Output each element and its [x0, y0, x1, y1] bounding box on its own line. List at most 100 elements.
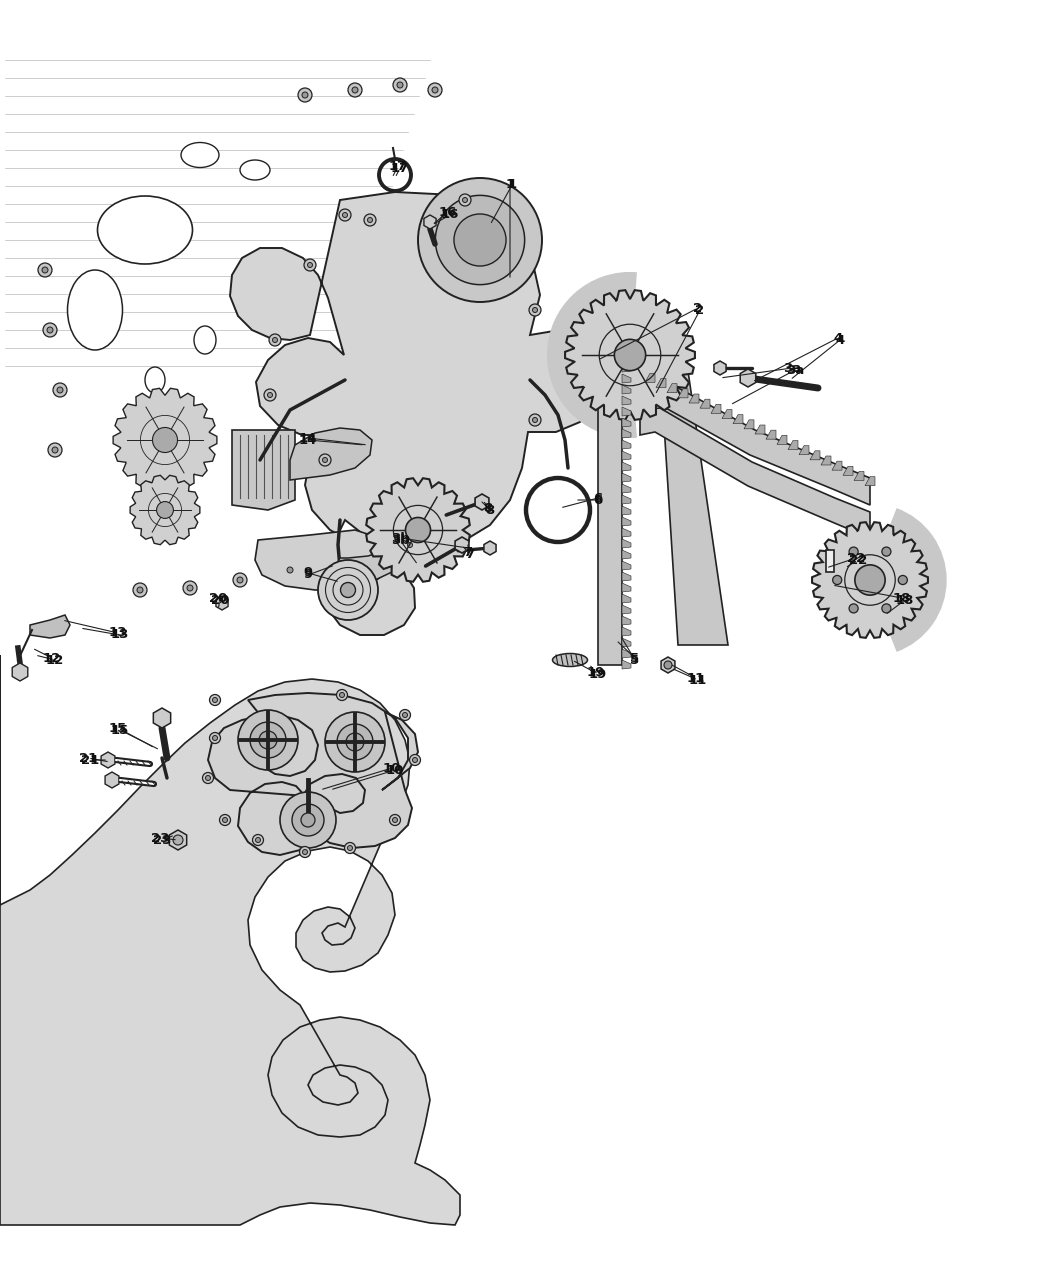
- Circle shape: [136, 586, 143, 593]
- Text: 10: 10: [385, 764, 404, 776]
- Polygon shape: [832, 462, 842, 470]
- Polygon shape: [622, 397, 631, 405]
- Polygon shape: [208, 694, 418, 856]
- Circle shape: [210, 695, 220, 705]
- Text: 20: 20: [209, 592, 227, 604]
- Polygon shape: [232, 430, 295, 510]
- Circle shape: [52, 448, 58, 453]
- Text: 9: 9: [303, 566, 313, 580]
- Polygon shape: [777, 435, 788, 444]
- Polygon shape: [667, 384, 677, 393]
- Text: 13: 13: [111, 629, 129, 641]
- Circle shape: [156, 501, 173, 519]
- Polygon shape: [645, 374, 655, 382]
- Polygon shape: [843, 467, 853, 476]
- Polygon shape: [622, 462, 631, 470]
- Polygon shape: [366, 478, 469, 581]
- Text: 7: 7: [463, 547, 472, 560]
- Circle shape: [418, 179, 542, 302]
- Polygon shape: [622, 385, 631, 394]
- Polygon shape: [854, 472, 864, 481]
- Ellipse shape: [552, 654, 588, 667]
- Text: 2: 2: [693, 301, 702, 315]
- Circle shape: [212, 736, 217, 741]
- Text: 16: 16: [441, 209, 459, 222]
- Polygon shape: [622, 561, 631, 570]
- Circle shape: [302, 849, 308, 854]
- Text: 18: 18: [892, 592, 911, 604]
- Circle shape: [390, 815, 400, 825]
- Text: 21: 21: [79, 751, 97, 765]
- Text: 4: 4: [836, 334, 844, 347]
- Polygon shape: [640, 377, 870, 505]
- Text: 2: 2: [695, 303, 705, 316]
- Circle shape: [402, 713, 407, 718]
- Polygon shape: [658, 330, 728, 645]
- Polygon shape: [640, 408, 870, 538]
- Polygon shape: [622, 660, 631, 669]
- Polygon shape: [766, 430, 776, 439]
- Polygon shape: [622, 495, 631, 504]
- Text: 1: 1: [507, 179, 517, 191]
- Text: 9: 9: [303, 569, 313, 581]
- Polygon shape: [113, 389, 217, 492]
- Polygon shape: [230, 193, 605, 635]
- Polygon shape: [678, 389, 688, 398]
- Text: 11: 11: [687, 672, 706, 685]
- Circle shape: [393, 817, 398, 822]
- Circle shape: [187, 585, 193, 592]
- Circle shape: [459, 194, 471, 207]
- Circle shape: [436, 195, 525, 284]
- Text: 3b: 3b: [391, 533, 410, 547]
- Polygon shape: [812, 523, 928, 638]
- Circle shape: [133, 583, 147, 597]
- Circle shape: [237, 578, 243, 583]
- Circle shape: [664, 660, 672, 669]
- Circle shape: [339, 209, 351, 221]
- Circle shape: [529, 414, 541, 426]
- Text: 6: 6: [593, 491, 603, 505]
- Polygon shape: [799, 446, 808, 455]
- Ellipse shape: [67, 270, 123, 351]
- Text: 6: 6: [593, 493, 603, 506]
- Text: 22: 22: [848, 553, 867, 566]
- Circle shape: [57, 388, 63, 393]
- Text: 19: 19: [587, 667, 605, 680]
- Text: 3b: 3b: [391, 532, 410, 544]
- Circle shape: [410, 755, 420, 765]
- Polygon shape: [755, 425, 765, 434]
- Circle shape: [304, 259, 316, 272]
- Text: 11: 11: [689, 673, 707, 686]
- Polygon shape: [622, 440, 631, 449]
- Polygon shape: [622, 583, 631, 592]
- Circle shape: [298, 88, 312, 102]
- Polygon shape: [290, 428, 372, 479]
- Text: 5: 5: [630, 652, 639, 664]
- Text: 5: 5: [630, 654, 639, 667]
- Text: 19: 19: [589, 668, 607, 682]
- Polygon shape: [622, 428, 631, 439]
- Text: 22: 22: [847, 552, 865, 565]
- Circle shape: [532, 307, 538, 312]
- Text: 13: 13: [109, 626, 127, 640]
- Polygon shape: [622, 627, 631, 636]
- Circle shape: [393, 78, 407, 92]
- Circle shape: [212, 697, 217, 703]
- Polygon shape: [810, 451, 820, 460]
- Circle shape: [614, 339, 646, 371]
- Text: 12: 12: [46, 654, 64, 667]
- Polygon shape: [622, 616, 631, 625]
- Polygon shape: [622, 528, 631, 537]
- Polygon shape: [622, 539, 631, 548]
- Circle shape: [344, 843, 356, 853]
- Ellipse shape: [181, 143, 219, 167]
- Polygon shape: [0, 655, 460, 1225]
- Polygon shape: [30, 615, 70, 638]
- Text: 8: 8: [483, 501, 492, 515]
- Circle shape: [529, 303, 541, 316]
- Circle shape: [337, 724, 373, 760]
- Circle shape: [292, 805, 324, 836]
- Polygon shape: [689, 394, 699, 403]
- Circle shape: [339, 692, 344, 697]
- Circle shape: [532, 417, 538, 422]
